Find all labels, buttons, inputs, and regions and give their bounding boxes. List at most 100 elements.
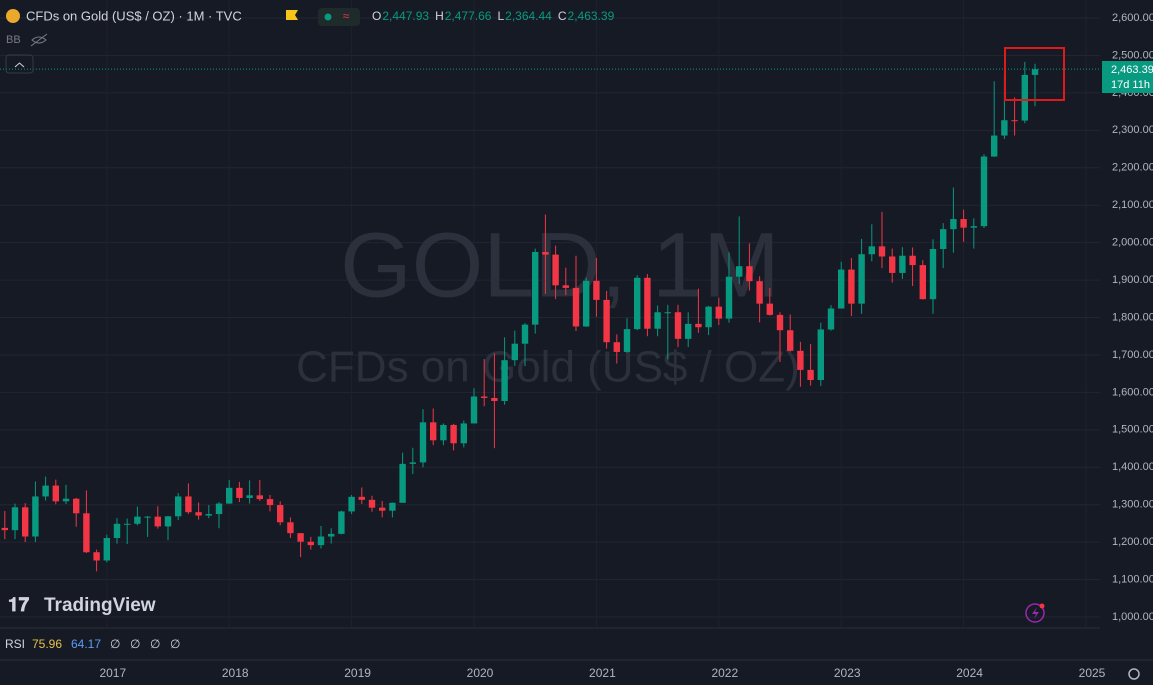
candle-body <box>440 424 447 441</box>
candle-body <box>940 229 947 249</box>
candle-body <box>970 226 977 228</box>
candle-body <box>715 306 722 319</box>
highlight-box <box>1004 47 1065 101</box>
candle-body <box>317 536 325 546</box>
candle-body <box>348 496 355 512</box>
candle-body <box>1031 69 1039 75</box>
candle-body <box>205 514 212 516</box>
rsi-label[interactable]: RSI <box>5 637 25 651</box>
symbol-title[interactable]: CFDs on Gold (US$ / OZ) · 1M · TVC <box>26 8 242 23</box>
ohlc-key: L <box>497 9 504 23</box>
candle-body <box>613 342 620 352</box>
rsi-empty-value: ∅ <box>130 637 140 651</box>
y-tick-label: 1,100.00 <box>1112 573 1153 585</box>
candle-body <box>889 256 896 273</box>
alert-icon[interactable] <box>1025 603 1045 623</box>
candle-body <box>623 329 631 352</box>
candle-body <box>776 314 784 331</box>
rsi-empty-value: ∅ <box>110 637 120 651</box>
flag-icon[interactable] <box>286 10 298 20</box>
x-tick-label: 2022 <box>711 666 738 680</box>
candle-body <box>307 541 314 546</box>
candle-body <box>256 495 263 500</box>
countdown-label: 17d 11h <box>1111 79 1150 91</box>
collapse-button[interactable] <box>5 54 34 74</box>
y-tick-label: 1,500.00 <box>1112 424 1153 436</box>
candle-body <box>858 254 865 304</box>
rsi-value: 75.96 <box>32 637 62 651</box>
candle-body <box>838 269 845 309</box>
candle-body <box>664 312 671 314</box>
candle-body <box>1021 74 1028 121</box>
candle-body <box>358 496 365 500</box>
candle-body <box>185 496 192 513</box>
candle-body <box>766 303 773 315</box>
last-price-box <box>1102 61 1153 93</box>
settings-icon[interactable] <box>1128 668 1140 680</box>
x-tick-label: 2019 <box>344 666 371 680</box>
candle-body <box>756 281 763 304</box>
indicator-label[interactable]: BB <box>6 34 21 46</box>
collapse-icon <box>14 62 25 68</box>
candle-body <box>134 516 141 524</box>
x-tick-label: 2021 <box>589 666 616 680</box>
y-tick-label: 2,200.00 <box>1112 162 1153 174</box>
candle-body <box>32 496 39 537</box>
candle-body <box>644 277 651 329</box>
candle-body <box>195 512 202 516</box>
status-icon: ≈ <box>343 9 350 23</box>
candle-body <box>93 552 100 561</box>
y-tick-label: 1,600.00 <box>1112 386 1153 398</box>
candle-body <box>929 248 937 300</box>
candle-body <box>746 266 753 282</box>
price-axis <box>1100 0 1153 660</box>
candle-body <box>868 246 875 255</box>
candle-body <box>430 422 437 441</box>
candle-body <box>42 485 49 497</box>
candle-body <box>1 527 9 531</box>
candle-body <box>481 396 488 398</box>
candle-body <box>1001 120 1008 136</box>
candle-body <box>266 499 274 506</box>
candle-body <box>470 396 478 424</box>
candle-body <box>878 246 886 257</box>
candle-body <box>807 369 814 381</box>
candle-body <box>450 424 457 444</box>
candle-body <box>583 280 590 327</box>
candle-body <box>960 219 967 228</box>
visibility-icon[interactable] <box>30 33 48 47</box>
candle-body <box>103 538 110 561</box>
candle-body <box>521 324 529 344</box>
candle-body <box>674 312 682 339</box>
candle-body <box>73 498 80 514</box>
y-tick-label: 1,200.00 <box>1112 536 1153 548</box>
candle-body <box>603 299 610 343</box>
candle-body <box>11 507 19 531</box>
watermark-subtitle: CFDs on Gold (US$ / OZ) <box>296 343 800 392</box>
candle-body <box>338 511 345 534</box>
last-price-label: 2,463.39 <box>1111 64 1153 76</box>
x-tick-label: 2020 <box>467 666 494 680</box>
ohlc-value: 2,364.44 <box>505 9 552 23</box>
candle-body <box>144 516 151 518</box>
status-pill[interactable] <box>318 8 360 26</box>
candle-body <box>501 360 508 401</box>
y-tick-label: 2,500.00 <box>1112 49 1153 61</box>
candle-body <box>113 523 121 539</box>
candle-body <box>297 533 304 542</box>
candle-body <box>695 323 702 328</box>
symbol-icon <box>6 9 20 23</box>
candle-body <box>827 308 835 330</box>
candle-body <box>685 323 692 339</box>
y-tick-label: 1,000.00 <box>1112 611 1153 623</box>
candle-body <box>460 423 467 444</box>
candle-body <box>909 255 916 266</box>
candle-body <box>817 329 824 381</box>
candle-body <box>919 265 926 300</box>
candle-body <box>991 135 998 157</box>
ohlc-value: 2,447.93 <box>382 9 429 23</box>
rsi-empty-value: ∅ <box>150 637 160 651</box>
alert-bolt <box>1032 607 1039 619</box>
candle-body <box>22 507 29 537</box>
logo-mark: 𝟏𝟕 <box>8 595 30 616</box>
